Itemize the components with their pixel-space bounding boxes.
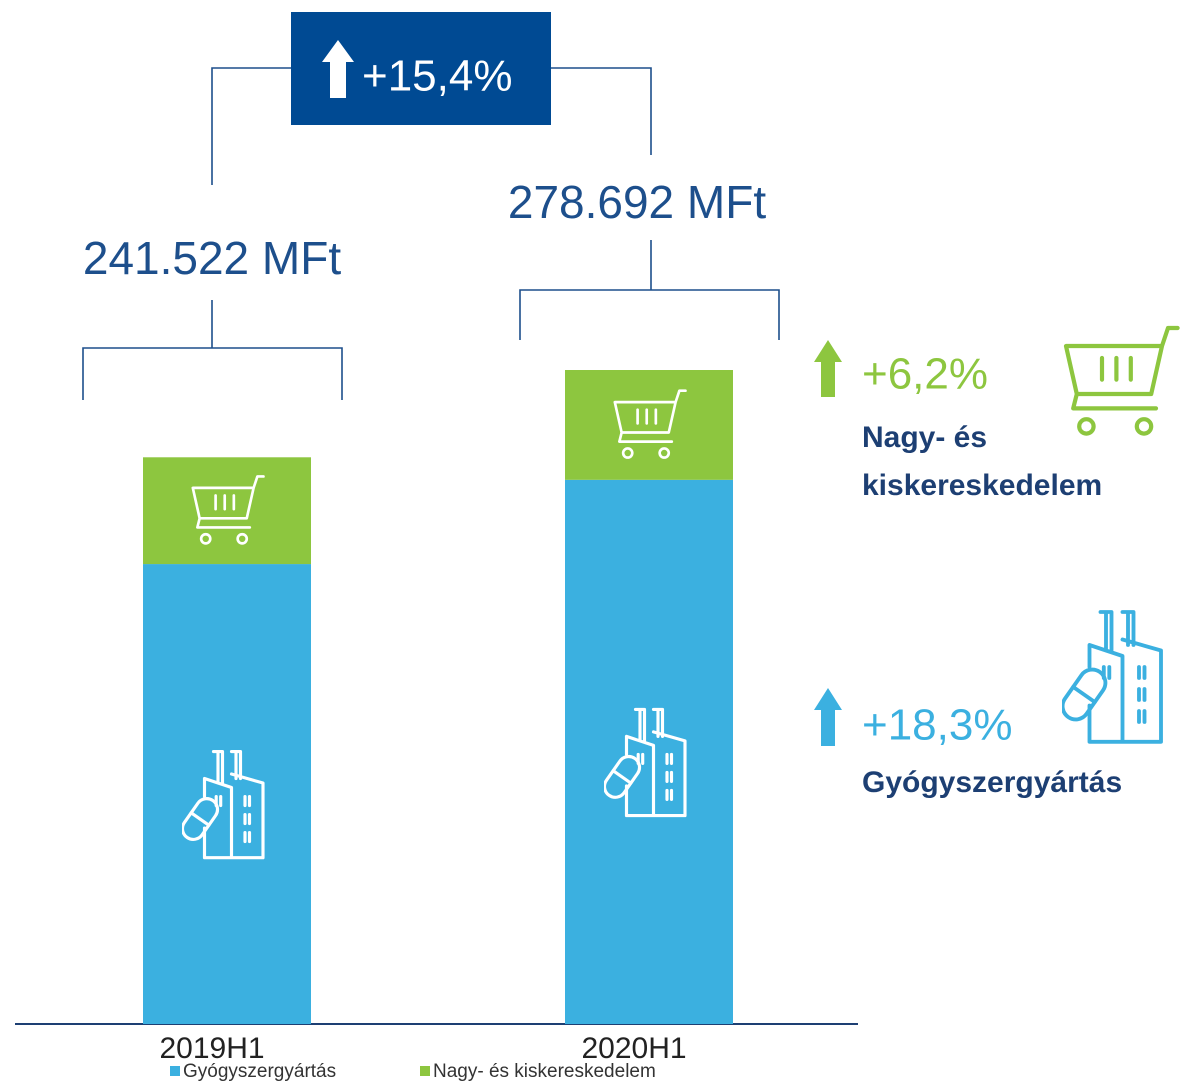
total-label: 278.692 MFt bbox=[508, 176, 766, 228]
arrow-icon bbox=[814, 340, 842, 397]
total-change: +15,4% bbox=[362, 52, 512, 101]
bar-segment bbox=[565, 370, 733, 480]
legend-swatch bbox=[420, 1066, 430, 1076]
bar-segment bbox=[565, 479, 733, 1025]
legend-swatch bbox=[170, 1066, 180, 1076]
x-tick-label: 2019H1 bbox=[159, 1032, 264, 1065]
arrow-icon bbox=[322, 40, 354, 98]
x-tick-label: 2020H1 bbox=[581, 1032, 686, 1065]
legend-label: Nagy- és kiskereskedelem bbox=[433, 1061, 656, 1082]
series-change: +6,2% bbox=[862, 350, 988, 399]
arrow-icon bbox=[814, 688, 842, 746]
series-change: +18,3% bbox=[862, 701, 1012, 750]
bar-segment bbox=[143, 564, 311, 1024]
bar-segment bbox=[143, 457, 311, 565]
bracket bbox=[82, 67, 780, 400]
legend-label: Gyógyszergyártás bbox=[183, 1061, 336, 1082]
series-label: Nagy- és kiskereskedelem bbox=[862, 421, 1103, 502]
total-label: 241.522 MFt bbox=[83, 232, 341, 284]
factory-icon bbox=[1062, 610, 1163, 744]
series-label: Gyógyszergyártás bbox=[862, 766, 1123, 799]
